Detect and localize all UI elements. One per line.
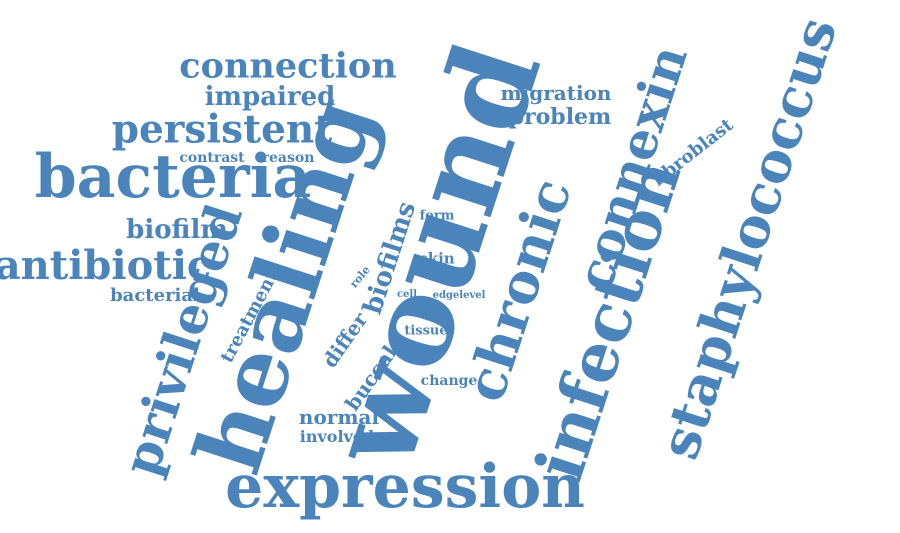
word-contrast: contrast	[179, 150, 245, 166]
word-normal: normal	[298, 405, 380, 429]
word-migration: migration	[500, 81, 612, 105]
word-change: change	[420, 373, 478, 389]
word-form: form	[419, 208, 455, 224]
word-connection: connection	[179, 45, 397, 87]
word-antibiotic: antibiotic	[0, 242, 212, 289]
word-involved: involved	[299, 427, 375, 446]
word-impaired: impaired	[204, 82, 336, 112]
word-tissue: tissue	[404, 323, 448, 339]
word-persistent: persistent	[111, 106, 333, 153]
word-biofilm: biofilm	[126, 215, 228, 245]
word-expression: expression	[225, 452, 585, 522]
word-problem: problem	[508, 104, 612, 130]
word-edgelevel: edgelevel	[432, 290, 486, 301]
word-skin: skin	[419, 249, 455, 268]
word-reason: reason	[261, 150, 315, 166]
word-cell: cell	[396, 289, 418, 300]
word-bacterial: bacterial	[110, 285, 200, 306]
word-bacteria: bacteria	[34, 142, 312, 212]
